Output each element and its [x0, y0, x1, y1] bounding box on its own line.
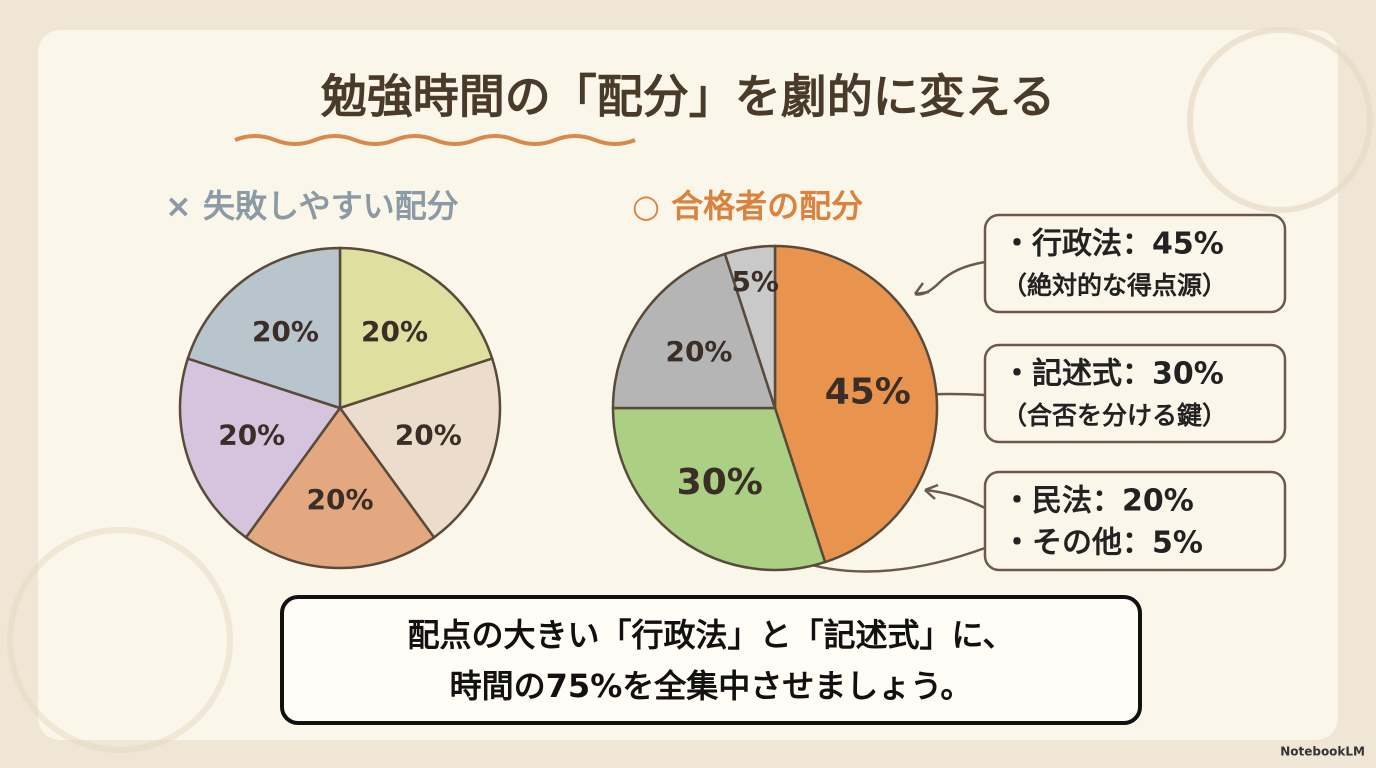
pie-slice [773, 244, 939, 564]
value-label: 20% [665, 335, 732, 368]
message-line: 時間の75%を全集中させましょう。 [450, 667, 973, 705]
callout-text: ・その他：5% [1002, 526, 1203, 561]
pie-slice [611, 252, 777, 410]
pie-slice [337, 356, 502, 540]
value-label: 45% [825, 371, 911, 412]
pie-slice [186, 246, 342, 410]
footer: NotebookLM [1280, 745, 1365, 759]
value-label: 20% [361, 315, 428, 348]
value-label: 20% [306, 483, 373, 516]
callout-text: （合否を分ける鍵） [1002, 401, 1227, 430]
value-label: 20% [395, 419, 462, 452]
title-underline [234, 134, 636, 146]
pie-slice [244, 405, 436, 570]
chart-title: ○ 合格者の配分 [632, 187, 863, 225]
coffee-ring [1187, 27, 1373, 213]
value-label: 30% [677, 462, 763, 503]
page-title: 勉強時間の「配分」を劇的に変える [321, 70, 1056, 124]
pie-slice [723, 244, 777, 409]
value-label: 5% [731, 265, 779, 298]
value-label: 20% [252, 315, 319, 348]
callout-text: ・記述式：30% [1002, 357, 1224, 392]
pie-slice [178, 356, 343, 540]
message-box [280, 595, 1142, 725]
pie-slice [611, 406, 827, 572]
callout-text: ・行政法：45% [1002, 227, 1224, 262]
chart-title: × 失敗しやすい配分 [165, 187, 459, 225]
coffee-ring [7, 527, 233, 753]
callout-text: ・民法：20% [1002, 484, 1194, 519]
callout-text: （絶対的な得点源） [1002, 271, 1227, 300]
message-line: 配点の大きい「行政法」と「記述式」に、 [407, 616, 1014, 654]
pie-slice [338, 246, 494, 410]
value-label: 20% [218, 419, 285, 452]
callout-boxes [983, 213, 1287, 572]
